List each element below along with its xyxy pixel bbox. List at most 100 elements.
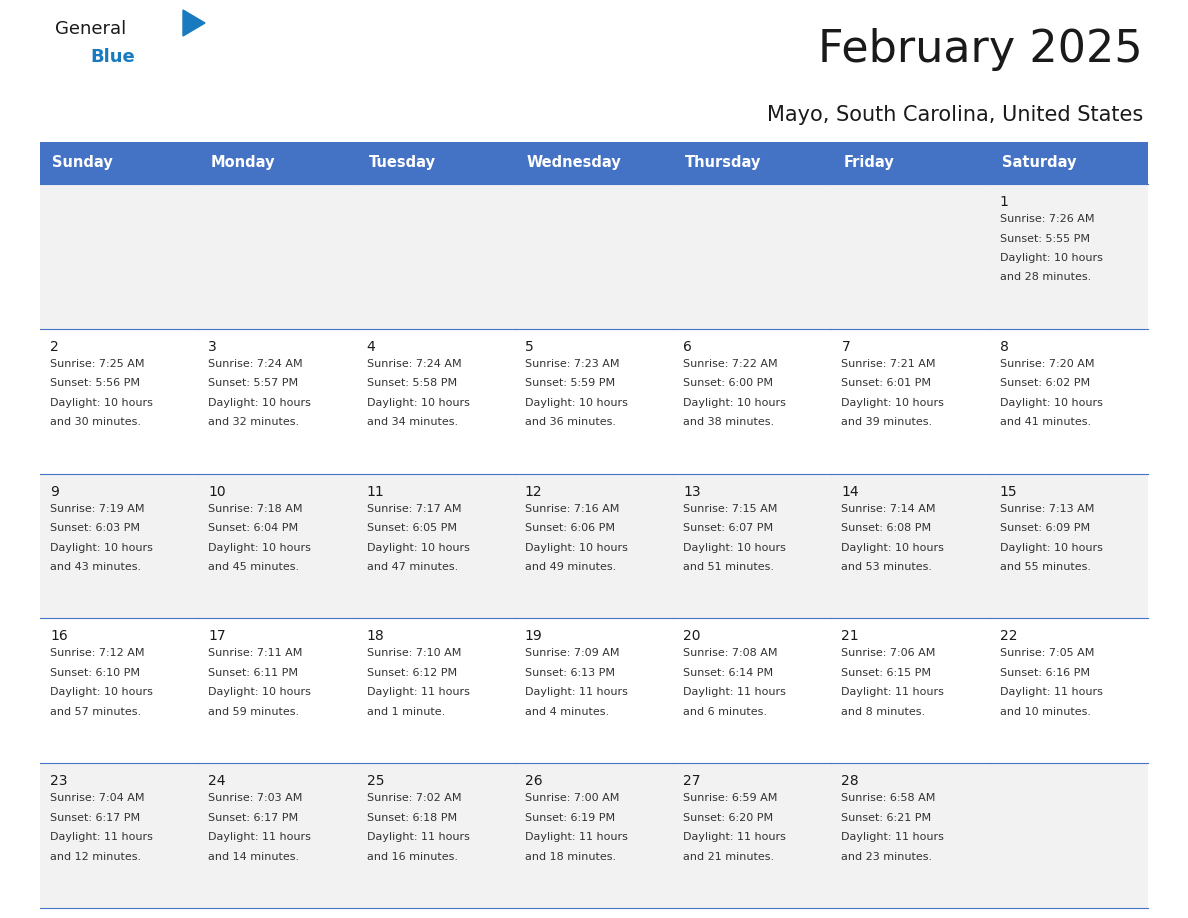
Text: Thursday: Thursday	[685, 155, 762, 171]
Bar	[674, 142, 832, 184]
Bar	[832, 184, 990, 329]
Bar	[198, 619, 356, 763]
Text: Sunrise: 6:58 AM: Sunrise: 6:58 AM	[841, 793, 936, 803]
Text: Daylight: 11 hours: Daylight: 11 hours	[525, 833, 627, 842]
Bar	[990, 142, 1148, 184]
Text: Sunset: 6:02 PM: Sunset: 6:02 PM	[1000, 378, 1089, 388]
Text: Sunrise: 7:00 AM: Sunrise: 7:00 AM	[525, 793, 619, 803]
Bar	[832, 619, 990, 763]
Text: and 4 minutes.: and 4 minutes.	[525, 707, 609, 717]
Text: Sunset: 6:07 PM: Sunset: 6:07 PM	[683, 523, 773, 533]
Text: Daylight: 11 hours: Daylight: 11 hours	[841, 833, 944, 842]
Text: Monday: Monday	[210, 155, 274, 171]
Text: and 32 minutes.: and 32 minutes.	[208, 418, 299, 427]
Text: Sunrise: 7:15 AM: Sunrise: 7:15 AM	[683, 504, 777, 513]
Text: Sunset: 6:03 PM: Sunset: 6:03 PM	[50, 523, 140, 533]
Text: 21: 21	[841, 630, 859, 644]
Bar	[514, 619, 674, 763]
Text: 22: 22	[1000, 630, 1017, 644]
Text: 7: 7	[841, 340, 851, 353]
Text: Daylight: 11 hours: Daylight: 11 hours	[525, 688, 627, 698]
Bar	[198, 474, 356, 619]
Text: Daylight: 10 hours: Daylight: 10 hours	[841, 397, 944, 408]
Text: 6: 6	[683, 340, 693, 353]
Text: Daylight: 10 hours: Daylight: 10 hours	[1000, 397, 1102, 408]
Text: Daylight: 11 hours: Daylight: 11 hours	[1000, 688, 1102, 698]
Text: Daylight: 10 hours: Daylight: 10 hours	[208, 543, 311, 553]
Bar	[832, 142, 990, 184]
Text: and 28 minutes.: and 28 minutes.	[1000, 273, 1091, 283]
Text: Sunset: 6:20 PM: Sunset: 6:20 PM	[683, 812, 773, 823]
Text: Sunrise: 7:18 AM: Sunrise: 7:18 AM	[208, 504, 303, 513]
Text: 26: 26	[525, 774, 543, 789]
Text: Sunset: 6:11 PM: Sunset: 6:11 PM	[208, 668, 298, 677]
Text: Daylight: 11 hours: Daylight: 11 hours	[683, 688, 786, 698]
Text: Sunrise: 7:20 AM: Sunrise: 7:20 AM	[1000, 359, 1094, 369]
Text: Sunrise: 6:59 AM: Sunrise: 6:59 AM	[683, 793, 777, 803]
Text: Sunrise: 7:22 AM: Sunrise: 7:22 AM	[683, 359, 778, 369]
Text: 17: 17	[208, 630, 226, 644]
Text: Daylight: 11 hours: Daylight: 11 hours	[367, 833, 469, 842]
Text: Sunset: 6:18 PM: Sunset: 6:18 PM	[367, 812, 456, 823]
Text: 4: 4	[367, 340, 375, 353]
Text: Sunset: 5:58 PM: Sunset: 5:58 PM	[367, 378, 456, 388]
Text: Sunrise: 7:25 AM: Sunrise: 7:25 AM	[50, 359, 145, 369]
Text: 1: 1	[1000, 195, 1009, 209]
Bar	[356, 474, 514, 619]
Text: Friday: Friday	[843, 155, 895, 171]
Text: and 23 minutes.: and 23 minutes.	[841, 852, 933, 862]
Text: and 1 minute.: and 1 minute.	[367, 707, 444, 717]
Text: Daylight: 10 hours: Daylight: 10 hours	[50, 688, 153, 698]
Text: Wednesday: Wednesday	[526, 155, 621, 171]
Bar	[514, 329, 674, 474]
Polygon shape	[183, 10, 206, 36]
Text: Daylight: 10 hours: Daylight: 10 hours	[1000, 543, 1102, 553]
Bar	[832, 329, 990, 474]
Text: 2: 2	[50, 340, 58, 353]
Bar	[356, 142, 514, 184]
Text: Sunrise: 7:05 AM: Sunrise: 7:05 AM	[1000, 648, 1094, 658]
Text: Sunrise: 7:24 AM: Sunrise: 7:24 AM	[208, 359, 303, 369]
Text: Daylight: 10 hours: Daylight: 10 hours	[367, 543, 469, 553]
Bar	[832, 474, 990, 619]
Text: Sunrise: 7:10 AM: Sunrise: 7:10 AM	[367, 648, 461, 658]
Text: 28: 28	[841, 774, 859, 789]
Bar	[514, 763, 674, 908]
Text: Sunset: 6:06 PM: Sunset: 6:06 PM	[525, 523, 615, 533]
Bar	[40, 763, 198, 908]
Bar	[356, 763, 514, 908]
Bar	[674, 329, 832, 474]
Bar	[356, 619, 514, 763]
Text: 18: 18	[367, 630, 385, 644]
Text: Sunset: 6:10 PM: Sunset: 6:10 PM	[50, 668, 140, 677]
Text: Sunrise: 7:16 AM: Sunrise: 7:16 AM	[525, 504, 619, 513]
Bar	[514, 184, 674, 329]
Text: Sunset: 6:01 PM: Sunset: 6:01 PM	[841, 378, 931, 388]
Text: and 39 minutes.: and 39 minutes.	[841, 418, 933, 427]
Bar	[40, 329, 198, 474]
Text: Sunset: 6:15 PM: Sunset: 6:15 PM	[841, 668, 931, 677]
Text: and 59 minutes.: and 59 minutes.	[208, 707, 299, 717]
Text: and 8 minutes.: and 8 minutes.	[841, 707, 925, 717]
Text: and 21 minutes.: and 21 minutes.	[683, 852, 775, 862]
Text: Sunset: 6:09 PM: Sunset: 6:09 PM	[1000, 523, 1089, 533]
Text: Sunset: 5:55 PM: Sunset: 5:55 PM	[1000, 233, 1089, 243]
Text: Sunrise: 7:21 AM: Sunrise: 7:21 AM	[841, 359, 936, 369]
Text: Sunset: 6:21 PM: Sunset: 6:21 PM	[841, 812, 931, 823]
Text: Sunset: 5:59 PM: Sunset: 5:59 PM	[525, 378, 615, 388]
Bar	[198, 329, 356, 474]
Text: Sunrise: 7:24 AM: Sunrise: 7:24 AM	[367, 359, 461, 369]
Bar	[674, 763, 832, 908]
Bar	[990, 329, 1148, 474]
Text: and 49 minutes.: and 49 minutes.	[525, 562, 617, 572]
Text: Sunset: 6:17 PM: Sunset: 6:17 PM	[50, 812, 140, 823]
Text: Daylight: 10 hours: Daylight: 10 hours	[208, 397, 311, 408]
Text: and 47 minutes.: and 47 minutes.	[367, 562, 457, 572]
Text: Sunset: 6:00 PM: Sunset: 6:00 PM	[683, 378, 773, 388]
Text: Sunrise: 7:13 AM: Sunrise: 7:13 AM	[1000, 504, 1094, 513]
Bar	[198, 142, 356, 184]
Text: Daylight: 10 hours: Daylight: 10 hours	[525, 543, 627, 553]
Text: Daylight: 11 hours: Daylight: 11 hours	[50, 833, 153, 842]
Text: Sunrise: 7:26 AM: Sunrise: 7:26 AM	[1000, 214, 1094, 224]
Text: 19: 19	[525, 630, 543, 644]
